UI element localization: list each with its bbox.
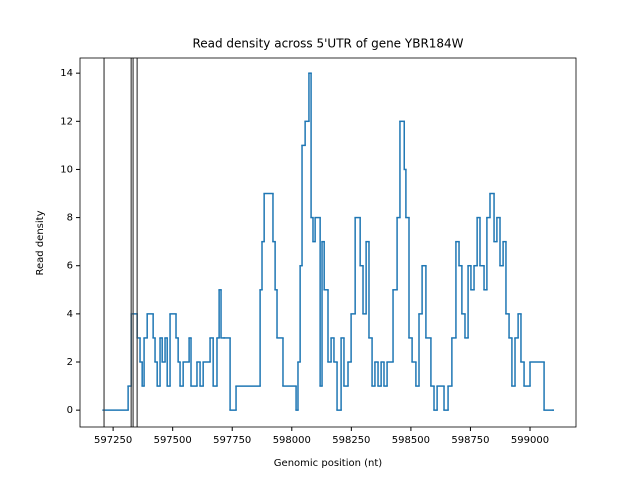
x-tick-label: 598000 — [273, 435, 311, 446]
chart-title: Read density across 5'UTR of gene YBR184… — [192, 37, 463, 51]
y-tick-label: 14 — [60, 68, 73, 79]
x-tick-label: 597500 — [154, 435, 192, 446]
x-axis-label: Genomic position (nt) — [274, 458, 383, 469]
x-tick-label: 599000 — [511, 435, 549, 446]
y-tick-label: 0 — [67, 405, 73, 416]
y-tick-label: 12 — [60, 116, 73, 127]
x-tick-label: 598750 — [451, 435, 489, 446]
y-tick-label: 4 — [67, 309, 73, 320]
x-tick-label: 597750 — [213, 435, 251, 446]
y-tick-label: 8 — [67, 213, 73, 224]
y-axis-label: Read density — [35, 210, 46, 275]
x-tick-label: 597250 — [94, 435, 132, 446]
y-tick-label: 2 — [67, 357, 73, 368]
x-tick-label: 598500 — [392, 435, 430, 446]
y-tick-label: 10 — [60, 164, 73, 175]
plot-frame — [79, 57, 577, 428]
x-tick-label: 598250 — [332, 435, 370, 446]
y-tick-label: 6 — [67, 261, 73, 272]
